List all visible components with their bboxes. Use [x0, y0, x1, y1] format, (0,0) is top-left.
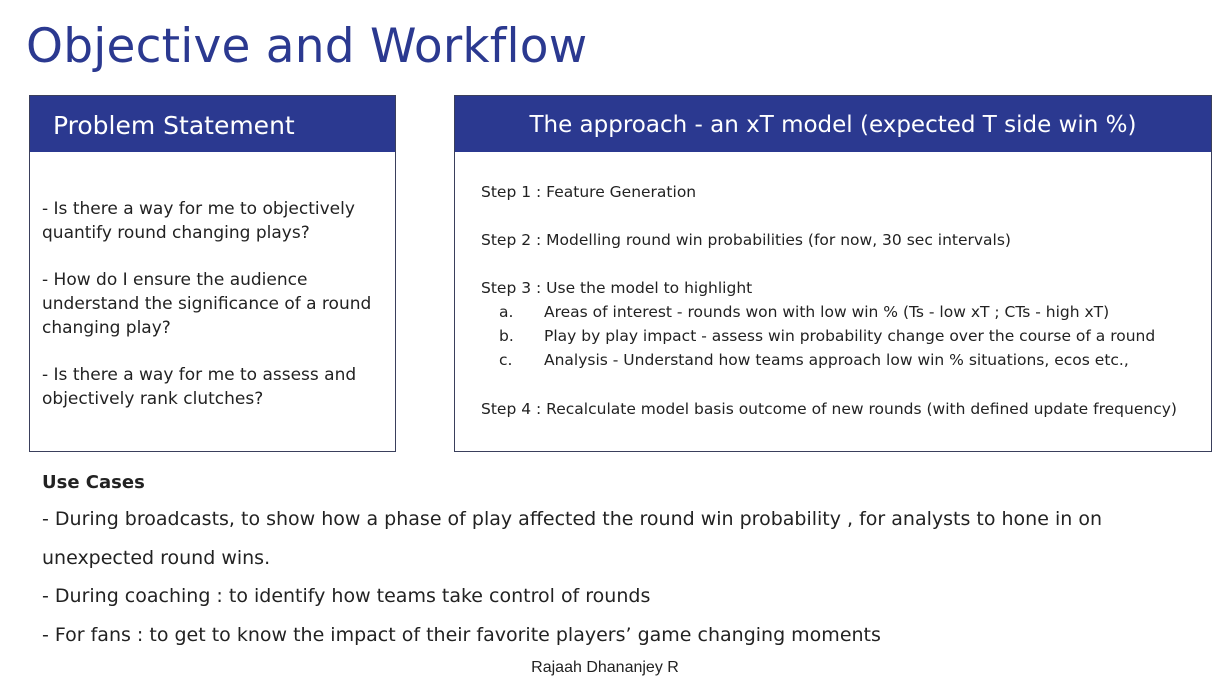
- problem-item: - How do I ensure the audience understan…: [42, 270, 372, 338]
- problem-statement-panel: Problem Statement - Is there a way for m…: [29, 95, 396, 452]
- problem-statement-header: Problem Statement: [30, 96, 395, 152]
- use-cases-section: Use Cases - During broadcasts, to show h…: [42, 466, 1212, 654]
- problem-item: - Is there a way for me to objectively q…: [42, 199, 355, 243]
- sub-item-text: Areas of interest - rounds won with low …: [544, 303, 1110, 321]
- approach-panel: The approach - an xT model (expected T s…: [454, 95, 1212, 452]
- sub-item-a: a. Areas of interest - rounds won with l…: [481, 300, 1203, 324]
- sub-item-marker: a.: [499, 303, 514, 321]
- use-case-line: unexpected round wins.: [42, 546, 271, 569]
- sub-item-marker: c.: [499, 351, 513, 369]
- sub-item-c: c. Analysis - Understand how teams appro…: [481, 348, 1203, 372]
- approach-header: The approach - an xT model (expected T s…: [455, 96, 1211, 152]
- use-cases-title: Use Cases: [42, 472, 145, 493]
- problem-statement-body: - Is there a way for me to objectively q…: [30, 152, 395, 411]
- step-3-sub-list: a. Areas of interest - rounds won with l…: [481, 300, 1203, 372]
- sub-item-marker: b.: [499, 327, 514, 345]
- use-case-line: - During coaching : to identify how team…: [42, 585, 651, 607]
- use-case-line: - During broadcasts, to show how a phase…: [42, 508, 1102, 530]
- author-credit: Rajaah Dhananjey R: [531, 659, 679, 676]
- sub-item-b: b. Play by play impact - assess win prob…: [481, 324, 1203, 348]
- step-3-label: Step 3 : Use the model to highlight: [481, 279, 753, 297]
- use-case-line: - For fans : to get to know the impact o…: [42, 623, 881, 646]
- step-4: Step 4 : Recalculate model basis outcome…: [481, 400, 1177, 418]
- step-1: Step 1 : Feature Generation: [481, 183, 697, 201]
- sub-item-text: Play by play impact - assess win probabi…: [544, 327, 1156, 345]
- step-2: Step 2 : Modelling round win probabiliti…: [481, 231, 1011, 249]
- problem-item: - Is there a way for me to assess and ob…: [42, 365, 357, 409]
- step-3: Step 3 : Use the model to highlight a. A…: [481, 276, 1203, 372]
- sub-item-text: Analysis - Understand how teams approach…: [544, 351, 1129, 369]
- approach-body: Step 1 : Feature Generation Step 2 : Mod…: [455, 152, 1211, 421]
- page-title: Objective and Workflow: [26, 19, 588, 74]
